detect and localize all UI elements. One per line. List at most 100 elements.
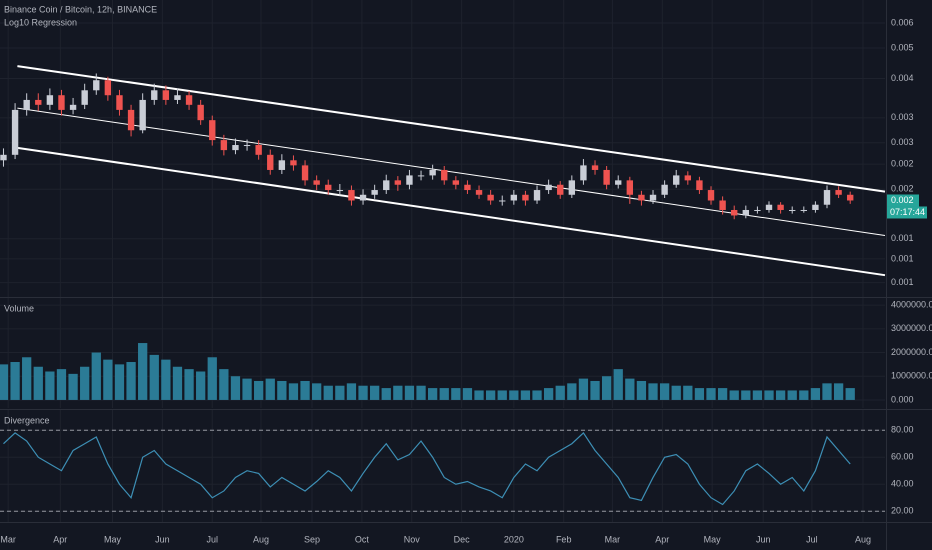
volume-bar bbox=[114, 364, 125, 400]
candle-body bbox=[452, 180, 460, 185]
candle-body bbox=[336, 190, 344, 192]
candle-body bbox=[255, 145, 262, 155]
candle-body bbox=[139, 99, 146, 131]
candle-body bbox=[591, 165, 599, 170]
volume-bar bbox=[729, 390, 739, 400]
candle-body bbox=[93, 80, 100, 91]
volume-bar bbox=[787, 390, 797, 400]
candle-body bbox=[23, 99, 30, 110]
candle-body bbox=[580, 165, 587, 181]
volume-bar bbox=[45, 371, 55, 400]
candle-body bbox=[162, 90, 170, 100]
candle-body bbox=[812, 204, 819, 210]
candle-body bbox=[209, 120, 216, 141]
x-tick-label: Nov bbox=[404, 534, 421, 544]
labels: Binance Coin / Bitcoin, 12h, BINANCE Log… bbox=[0, 4, 932, 544]
candle-body bbox=[615, 180, 622, 185]
volume-bar bbox=[509, 390, 519, 400]
x-tick-label: Jul bbox=[806, 534, 818, 544]
volume-bar bbox=[91, 352, 101, 400]
candle-body bbox=[522, 194, 529, 201]
volume-bar bbox=[300, 380, 310, 400]
candle-body bbox=[626, 180, 634, 195]
x-tick-label: May bbox=[704, 534, 722, 544]
candle-body bbox=[104, 80, 112, 96]
y-tick-label: 0.000 bbox=[891, 394, 914, 404]
candle-body bbox=[742, 209, 750, 216]
candle-body bbox=[267, 154, 274, 170]
y-tick-label: 3000000.000 bbox=[891, 323, 932, 333]
volume-bar bbox=[68, 373, 78, 400]
y-tick-label: 4000000.000 bbox=[891, 299, 932, 309]
volume-bar bbox=[439, 388, 449, 400]
volume-bar bbox=[312, 383, 322, 400]
candle-body bbox=[800, 209, 807, 211]
candle-body bbox=[58, 95, 65, 110]
volume-bar bbox=[497, 390, 507, 400]
y-tick-label: 0.001 bbox=[891, 233, 914, 243]
candle-body bbox=[835, 190, 842, 195]
volume-bar bbox=[242, 378, 252, 400]
y-tick-label: 0.003 bbox=[891, 137, 914, 147]
volume-bar bbox=[601, 376, 612, 400]
volume-bar bbox=[520, 390, 531, 400]
candle-body bbox=[777, 204, 784, 210]
candle-body bbox=[847, 194, 854, 201]
candle-body bbox=[313, 180, 320, 185]
volume-bar bbox=[381, 388, 391, 400]
y-tick-label: 0.004 bbox=[891, 73, 914, 83]
volume-bar bbox=[717, 388, 728, 400]
y-tick-label: 40.00 bbox=[891, 479, 914, 489]
y-tick-label: 0.002 bbox=[891, 184, 914, 194]
x-tick-label: Apr bbox=[53, 534, 67, 544]
candle-body bbox=[278, 160, 286, 170]
candle-body bbox=[638, 194, 645, 201]
y-tick-label: 2000000.000 bbox=[891, 347, 932, 357]
volume-bar bbox=[138, 343, 148, 400]
x-tick-label: Jun bbox=[155, 534, 170, 544]
y-tick-label: 0.006 bbox=[891, 17, 914, 27]
volume-bar bbox=[358, 385, 368, 400]
volume-bar bbox=[694, 388, 705, 400]
volume-bar bbox=[636, 380, 647, 400]
x-tick-label: Feb bbox=[556, 534, 572, 544]
y-tick-label: 0.001 bbox=[891, 277, 914, 287]
pane-title: Divergence bbox=[4, 415, 50, 425]
y-tick-label: 0.003 bbox=[891, 112, 914, 122]
volume-bar bbox=[10, 362, 20, 400]
volume-bar bbox=[613, 369, 623, 400]
volume-bar bbox=[56, 369, 67, 400]
volume-bar bbox=[474, 390, 484, 400]
volume-bar bbox=[625, 378, 635, 400]
x-tick-label: Dec bbox=[454, 534, 471, 544]
pane-title: Volume bbox=[4, 303, 34, 313]
y-tick-label: 0.005 bbox=[891, 42, 914, 52]
candle-body bbox=[301, 165, 309, 181]
x-tick-label: Aug bbox=[855, 534, 871, 544]
candle-body bbox=[383, 180, 390, 191]
divergence-line bbox=[3, 432, 851, 506]
candle-body bbox=[185, 95, 193, 105]
candle-body bbox=[719, 200, 726, 210]
candle-body bbox=[429, 169, 436, 176]
volume-bar bbox=[764, 390, 774, 400]
last-price-badge bbox=[887, 194, 919, 207]
candle-body bbox=[754, 209, 761, 211]
countdown-label: 07:17:44 bbox=[890, 207, 925, 217]
candle-body bbox=[661, 184, 668, 195]
volume-bar bbox=[22, 357, 32, 400]
volume-bar bbox=[161, 359, 171, 400]
candle-body bbox=[545, 184, 552, 191]
volume-bar bbox=[741, 390, 751, 400]
volume-bar bbox=[845, 388, 855, 400]
candle-body bbox=[568, 180, 576, 195]
candle-body bbox=[197, 104, 204, 121]
volume-bar bbox=[532, 390, 542, 400]
volume-bar bbox=[462, 388, 473, 400]
y-tick-label: 60.00 bbox=[891, 452, 914, 462]
candle-body bbox=[673, 175, 680, 185]
volume-bar bbox=[659, 383, 670, 400]
regression-line bbox=[17, 65, 886, 193]
y-tick-label: 1000000.000 bbox=[891, 371, 932, 381]
